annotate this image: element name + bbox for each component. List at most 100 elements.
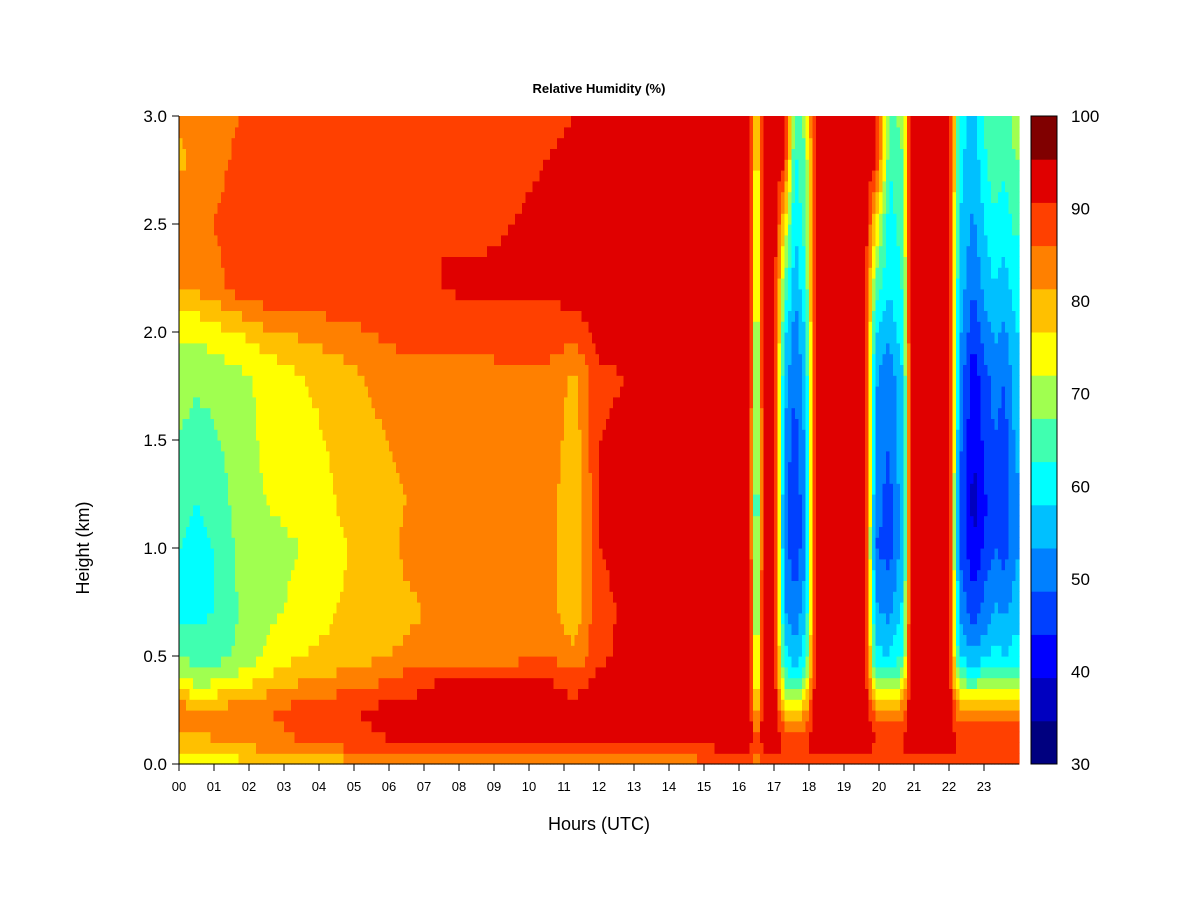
heatmap-cell bbox=[294, 580, 299, 592]
heatmap-cell bbox=[319, 612, 324, 625]
heatmap-cell bbox=[301, 191, 306, 203]
heatmap-cell bbox=[350, 202, 355, 214]
heatmap-cell bbox=[326, 116, 331, 128]
heatmap-cell bbox=[200, 699, 205, 711]
heatmap-cell bbox=[382, 180, 387, 193]
heatmap-cell bbox=[315, 666, 320, 679]
heatmap-cell bbox=[434, 375, 439, 387]
heatmap-cell bbox=[186, 634, 191, 646]
heatmap-cell bbox=[266, 461, 271, 473]
heatmap-cell bbox=[319, 180, 324, 193]
heatmap-cell bbox=[186, 720, 191, 733]
heatmap-cell bbox=[403, 720, 408, 733]
heatmap-cell bbox=[354, 375, 359, 387]
heatmap-cell bbox=[406, 213, 411, 225]
heatmap-cell bbox=[389, 461, 394, 473]
heatmap-cell bbox=[270, 569, 275, 581]
heatmap-cell bbox=[308, 126, 313, 139]
heatmap-cell bbox=[389, 483, 394, 495]
heatmap-cell bbox=[193, 407, 198, 419]
heatmap-cell bbox=[368, 450, 373, 463]
heatmap-cell bbox=[249, 504, 254, 517]
heatmap-cell bbox=[214, 278, 219, 290]
heatmap-cell bbox=[189, 267, 194, 279]
heatmap-cell bbox=[382, 278, 387, 290]
heatmap-cell bbox=[413, 753, 418, 765]
heatmap-cell bbox=[298, 234, 303, 247]
heatmap-cell bbox=[452, 332, 457, 344]
heatmap-cell bbox=[459, 202, 464, 214]
heatmap-cell bbox=[455, 116, 460, 128]
heatmap-cell bbox=[291, 137, 296, 149]
heatmap-cell bbox=[347, 386, 352, 398]
heatmap-cell bbox=[445, 623, 450, 635]
heatmap-cell bbox=[357, 375, 362, 387]
heatmap-cell bbox=[186, 126, 191, 139]
heatmap-cell bbox=[354, 753, 359, 765]
heatmap-cell bbox=[242, 342, 247, 355]
heatmap-cell bbox=[301, 321, 306, 333]
heatmap-cell bbox=[326, 321, 331, 333]
heatmap-cell bbox=[214, 580, 219, 592]
heatmap-cell bbox=[242, 602, 247, 614]
heatmap-cell bbox=[417, 332, 422, 344]
heatmap-cell bbox=[445, 353, 450, 365]
heatmap-cell bbox=[284, 472, 289, 484]
heatmap-cell bbox=[431, 677, 436, 689]
heatmap-cell bbox=[228, 407, 233, 419]
heatmap-cell bbox=[280, 429, 285, 441]
heatmap-cell bbox=[354, 256, 359, 268]
heatmap-cell bbox=[427, 666, 432, 679]
heatmap-cell bbox=[410, 688, 415, 700]
heatmap-cell bbox=[266, 720, 271, 733]
heatmap-cell bbox=[315, 742, 320, 754]
heatmap-cell bbox=[403, 288, 408, 301]
heatmap-cell bbox=[417, 623, 422, 635]
heatmap-cell bbox=[273, 688, 278, 700]
heatmap-cell bbox=[256, 386, 261, 398]
heatmap-cell bbox=[252, 591, 257, 603]
heatmap-cell bbox=[284, 731, 289, 743]
heatmap-cell bbox=[291, 256, 296, 268]
heatmap-cell bbox=[270, 386, 275, 398]
heatmap-cell bbox=[389, 278, 394, 290]
heatmap-cell bbox=[354, 591, 359, 603]
heatmap-cell bbox=[256, 515, 261, 527]
heatmap-cell bbox=[399, 396, 404, 409]
heatmap-cell bbox=[319, 515, 324, 527]
heatmap-cell bbox=[200, 245, 205, 257]
heatmap-cell bbox=[315, 126, 320, 139]
heatmap-cell bbox=[357, 753, 362, 765]
heatmap-cell bbox=[305, 148, 310, 160]
heatmap-cell bbox=[284, 656, 289, 668]
heatmap-cell bbox=[189, 558, 194, 571]
heatmap-cell bbox=[354, 688, 359, 700]
heatmap-cell bbox=[210, 450, 215, 463]
heatmap-cell bbox=[336, 710, 341, 722]
heatmap-cell bbox=[287, 213, 292, 225]
heatmap-cell bbox=[231, 688, 236, 700]
heatmap-cell bbox=[322, 494, 327, 506]
heatmap-cell bbox=[319, 656, 324, 668]
heatmap-cell bbox=[357, 224, 362, 236]
heatmap-cell bbox=[273, 591, 278, 603]
heatmap-cell bbox=[403, 710, 408, 722]
heatmap-cell bbox=[378, 159, 383, 171]
heatmap-cell bbox=[256, 353, 261, 365]
heatmap-cell bbox=[333, 224, 338, 236]
heatmap-cell bbox=[420, 116, 425, 128]
heatmap-cell bbox=[249, 364, 254, 376]
heatmap-cell bbox=[371, 170, 376, 182]
heatmap-cell bbox=[301, 180, 306, 193]
heatmap-cell bbox=[389, 753, 394, 765]
heatmap-plot-area bbox=[179, 116, 1020, 765]
heatmap-cell bbox=[270, 558, 275, 571]
heatmap-cell bbox=[315, 537, 320, 549]
heatmap-cell bbox=[361, 742, 366, 754]
heatmap-cell bbox=[322, 742, 327, 754]
heatmap-cell bbox=[389, 288, 394, 301]
heatmap-cell bbox=[329, 634, 334, 646]
heatmap-cell bbox=[385, 234, 390, 247]
heatmap-cell bbox=[413, 278, 418, 290]
heatmap-cell bbox=[277, 677, 282, 689]
